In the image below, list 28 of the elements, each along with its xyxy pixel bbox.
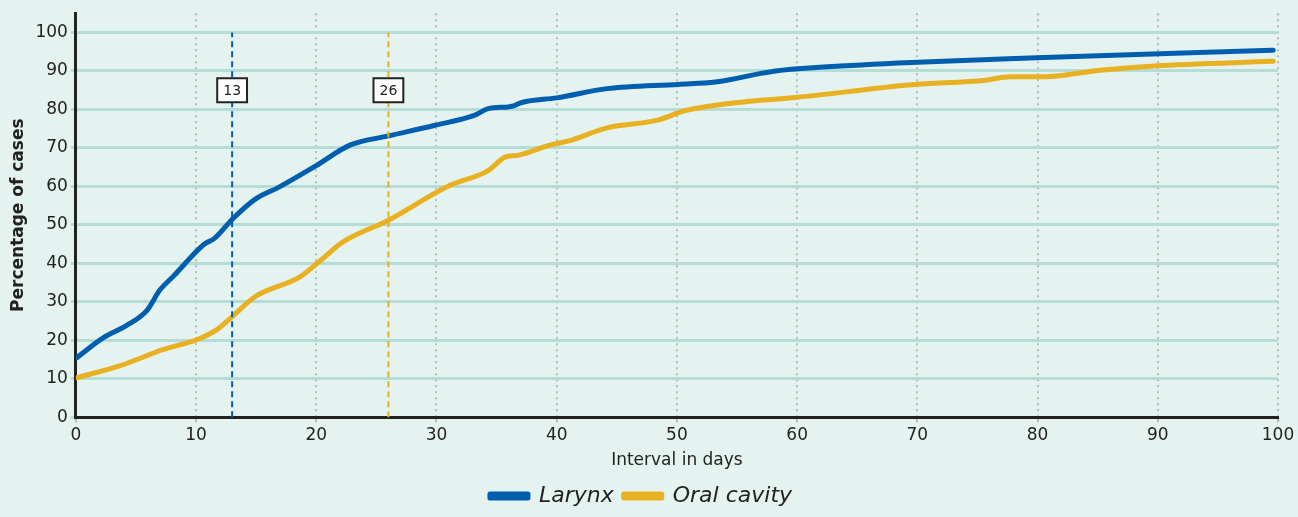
y-tick-label: 10 — [46, 367, 68, 388]
y-tick-label: 90 — [46, 59, 68, 80]
y-tick-label: 50 — [46, 213, 68, 234]
y-tick-label: 0 — [57, 405, 68, 426]
y-tick-label: 30 — [46, 290, 68, 311]
y-tick-label: 20 — [46, 328, 68, 349]
x-tick-label: 70 — [906, 423, 929, 444]
ref-line-label: 26 — [379, 81, 398, 98]
x-tick-label: 90 — [1146, 423, 1169, 444]
x-tick-label: 50 — [666, 423, 688, 444]
x-tick-label: 100 — [1261, 423, 1295, 444]
x-axis-title: Interval in days — [611, 449, 743, 470]
legend-label: Oral cavity — [672, 481, 794, 507]
x-tick-label: 0 — [70, 423, 82, 444]
ref-line-label: 13 — [223, 81, 242, 98]
x-tick-label: 40 — [545, 423, 568, 444]
x-tick-label: 80 — [1026, 423, 1049, 444]
y-axis-title: Percentage of cases — [6, 118, 27, 312]
x-tick-label: 60 — [786, 423, 808, 444]
x-tick-label: 20 — [305, 423, 328, 444]
y-tick-label: 100 — [35, 20, 68, 41]
y-tick-label: 70 — [46, 136, 68, 157]
y-tick-label: 80 — [46, 97, 68, 118]
x-tick-label: 30 — [425, 423, 448, 444]
y-tick-label: 60 — [46, 174, 68, 195]
legend-label: Larynx — [538, 481, 615, 507]
y-tick-label: 40 — [46, 251, 68, 272]
x-tick-label: 10 — [185, 423, 207, 444]
